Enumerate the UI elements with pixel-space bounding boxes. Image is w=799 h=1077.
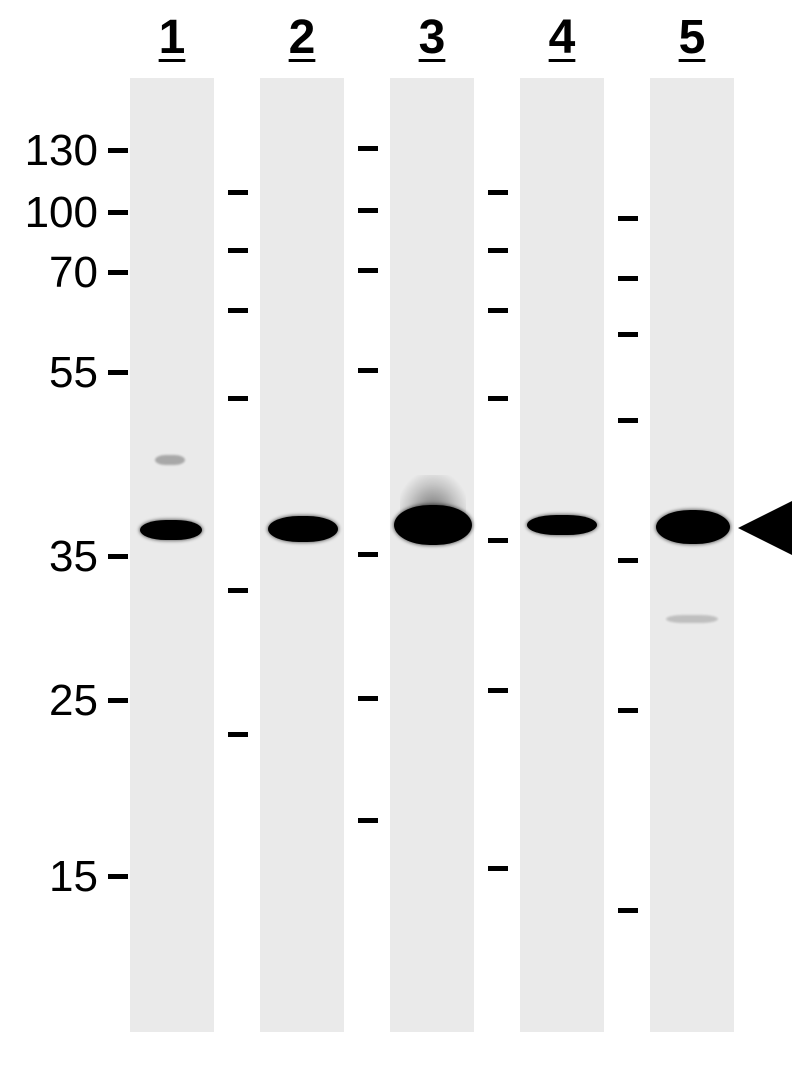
mw-tick xyxy=(108,874,128,879)
ladder-tick xyxy=(228,396,248,401)
ladder-tick xyxy=(488,248,508,253)
ladder-tick xyxy=(358,818,378,823)
mw-tick xyxy=(108,698,128,703)
ladder-tick xyxy=(358,208,378,213)
ladder-tick xyxy=(618,708,638,713)
lane-5 xyxy=(650,78,734,1032)
lane-3 xyxy=(390,78,474,1032)
ladder-tick xyxy=(358,552,378,557)
mw-tick xyxy=(108,210,128,215)
ladder-tick xyxy=(488,688,508,693)
ladder-tick xyxy=(488,396,508,401)
ladder-tick xyxy=(358,368,378,373)
ladder-tick xyxy=(618,558,638,563)
ladder-tick xyxy=(228,588,248,593)
lane-label-2: 2 xyxy=(260,10,344,65)
ladder-tick xyxy=(228,248,248,253)
ladder-tick xyxy=(488,538,508,543)
lane-2 xyxy=(260,78,344,1032)
blot-canvas: 1 2 3 4 5 130 100 70 55 35 25 15 xyxy=(0,0,799,1077)
band xyxy=(140,520,202,540)
lane-1 xyxy=(130,78,214,1032)
ladder-tick xyxy=(488,866,508,871)
band xyxy=(656,510,730,544)
ladder-tick xyxy=(618,418,638,423)
mw-label-25: 25 xyxy=(0,676,98,726)
mw-tick xyxy=(108,148,128,153)
lane-label-5: 5 xyxy=(650,10,734,65)
ladder-tick xyxy=(488,308,508,313)
ladder-tick xyxy=(228,732,248,737)
mw-label-130: 130 xyxy=(0,126,98,176)
lane-4 xyxy=(520,78,604,1032)
ladder-tick xyxy=(358,268,378,273)
mw-label-35: 35 xyxy=(0,532,98,582)
ladder-tick xyxy=(358,696,378,701)
ladder-tick xyxy=(618,332,638,337)
mw-label-100: 100 xyxy=(0,188,98,238)
mw-label-70: 70 xyxy=(0,248,98,298)
lane-label-1: 1 xyxy=(130,10,214,65)
ladder-tick xyxy=(358,146,378,151)
band xyxy=(527,515,597,535)
mw-label-55: 55 xyxy=(0,348,98,398)
ladder-tick xyxy=(618,216,638,221)
mw-tick xyxy=(108,370,128,375)
faint-band xyxy=(155,455,185,465)
mw-tick xyxy=(108,270,128,275)
mw-label-15: 15 xyxy=(0,852,98,902)
faint-band xyxy=(666,615,718,623)
ladder-tick xyxy=(228,308,248,313)
mw-tick xyxy=(108,554,128,559)
band xyxy=(268,516,338,542)
ladder-tick xyxy=(618,276,638,281)
lane-label-3: 3 xyxy=(390,10,474,65)
band xyxy=(394,505,472,545)
ladder-tick xyxy=(618,908,638,913)
lane-label-4: 4 xyxy=(520,10,604,65)
ladder-tick xyxy=(228,190,248,195)
target-arrow-icon xyxy=(738,501,792,555)
ladder-tick xyxy=(488,190,508,195)
